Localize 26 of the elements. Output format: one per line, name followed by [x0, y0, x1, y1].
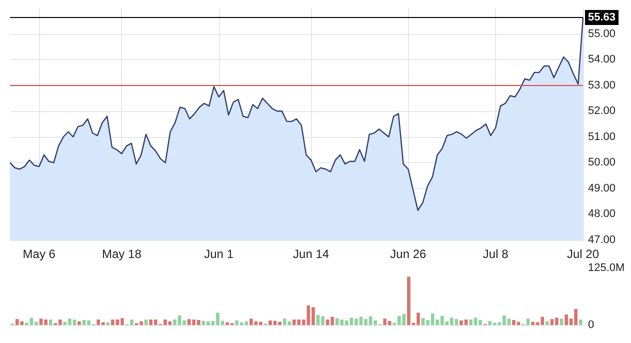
y-tick-label: 125.0M [588, 262, 625, 274]
x-tick-label: May 18 [102, 247, 142, 261]
bar [560, 318, 564, 325]
y-tick-label: 50.00 [588, 156, 616, 169]
bar [578, 320, 582, 325]
y-tick-label: 48.00 [588, 208, 616, 220]
bar [106, 322, 110, 325]
y-tick-label: 0 [588, 319, 594, 331]
y-tick-label: 52.00 [588, 105, 616, 118]
bar [546, 321, 549, 325]
y-tick-label: 55.00 [588, 28, 616, 40]
x-tick-label: Jun 14 [293, 247, 330, 261]
y-tick-label: 51.00 [588, 130, 616, 143]
y-tick-label: 53.00 [588, 79, 616, 92]
x-tick-label: Jun 1 [204, 247, 234, 261]
bar [78, 321, 81, 325]
y-tick-label: 47.00 [588, 234, 616, 246]
x-tick-label: Jun 26 [390, 247, 427, 261]
x-tick-label: Jul 8 [482, 247, 509, 261]
ref-line-label: 55.63 [588, 12, 616, 24]
y-tick-label: 54.00 [588, 54, 616, 66]
bar [48, 320, 52, 325]
x-tick-label: May 6 [22, 247, 56, 261]
y-tick-label: 49.00 [588, 182, 616, 194]
x-tick-label: Jul 20 [566, 247, 600, 261]
bar [144, 320, 148, 325]
